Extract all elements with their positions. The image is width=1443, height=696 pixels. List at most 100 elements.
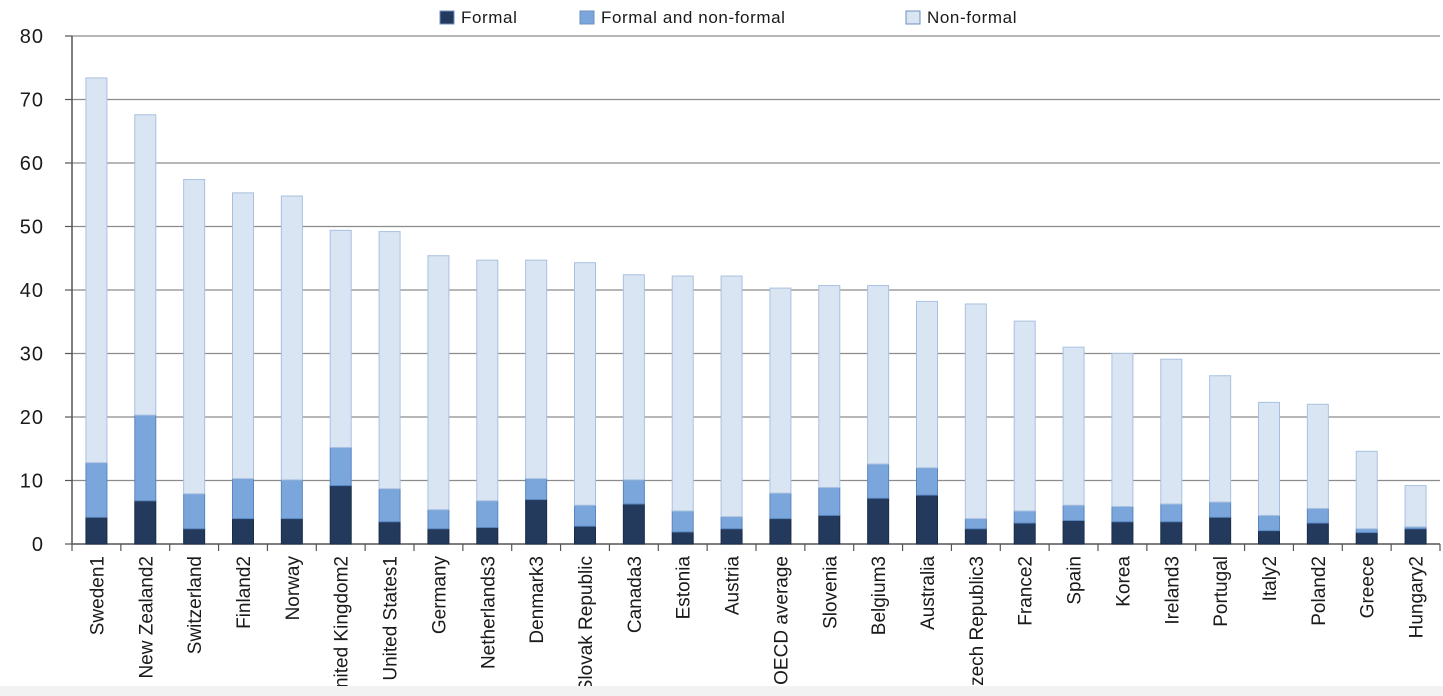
bar-segment-non-formal-10 [574,262,596,506]
bar-segment-formal-and-non-formal-15 [818,486,841,516]
bar-segment-formal-and-non-formal-2 [183,493,206,530]
x-tick-label: France2 [1016,556,1037,626]
x-tick-label: Portugal [1211,556,1232,627]
bar-segment-formal-and-non-formal-17 [916,467,938,496]
x-tick-label: United Kingdom2 [332,556,353,696]
bar-segment-formal-1 [134,500,157,545]
bar-segment-non-formal-23 [1209,375,1232,503]
bar-segment-formal-14 [769,518,792,545]
x-tick-label: Australia [918,556,939,630]
x-tick-label: Spain [1065,556,1086,605]
bar-segment-non-formal-22 [1160,358,1183,505]
legend-label-1: Formal and non-formal [601,8,786,27]
bar-segment-non-formal-21 [1111,353,1134,508]
bar-segment-formal-27 [1404,528,1427,545]
x-tick-label: OECD average [771,556,792,685]
bar-segment-formal-17 [916,494,938,545]
y-tick-label-40: 40 [20,280,44,302]
bar-segment-formal-and-non-formal-13 [720,516,743,530]
bar-segment-non-formal-11 [622,274,645,481]
bar-segment-formal-23 [1209,516,1232,545]
bar-segment-formal-and-non-formal-4 [280,479,303,520]
bar-segment-formal-4 [280,518,303,545]
x-tick-label: Germany [429,556,450,635]
legend-swatch-1 [579,10,595,25]
bar-segment-formal-24 [1258,530,1280,545]
bar-segment-non-formal-6 [378,231,401,490]
bar-segment-formal-and-non-formal-21 [1111,506,1134,523]
x-tick-label: Ireland3 [1162,556,1183,625]
legend: Formal Formal and non-formal Non-formal [439,8,1016,27]
x-tick-label: Canada3 [625,556,646,633]
bar-segment-formal-16 [867,497,890,545]
x-tick-label: Estonia [674,556,695,620]
bar-segment-formal-and-non-formal-23 [1209,501,1232,518]
bar-segment-formal-and-non-formal-25 [1306,507,1329,524]
x-tick-label: Greece [1358,556,1379,618]
bar-segment-formal-21 [1111,521,1134,545]
bar-segment-formal-2 [183,528,206,545]
bar-segment-non-formal-0 [85,77,108,464]
bar-segment-non-formal-4 [280,195,303,481]
bar-segment-formal-and-non-formal-1 [134,414,157,502]
bar-segment-formal-and-non-formal-5 [329,446,352,487]
bar-segment-non-formal-16 [867,285,890,465]
bar-segment-non-formal-25 [1306,403,1329,509]
bar-segment-non-formal-9 [525,259,548,480]
bar-segment-formal-3 [232,518,254,545]
bar-segment-non-formal-2 [183,179,206,495]
bar-segment-non-formal-3 [232,192,254,480]
y-tick-label-30: 30 [20,344,44,366]
x-tick-label: Slovenia [820,556,841,629]
bar-segment-non-formal-20 [1062,346,1085,506]
bar-segment-formal-7 [427,528,450,545]
bar-segment-formal-and-non-formal-10 [574,504,596,527]
bar-segment-formal-22 [1160,521,1183,545]
bar-segment-formal-20 [1062,520,1085,545]
bar-segment-formal-25 [1306,522,1329,545]
x-tick-label: Netherlands3 [478,556,499,669]
bar-segment-formal-13 [720,528,743,545]
x-tick-label: Finland2 [234,556,255,629]
y-tick-label-60: 60 [20,153,44,175]
window-bottom-edge [0,686,1443,696]
bars [85,77,1427,545]
legend-swatch-0 [439,10,455,25]
x-tick-label: Norway [283,556,304,621]
bar-segment-formal-and-non-formal-7 [427,509,450,530]
x-tick-label: Korea [1113,556,1134,607]
x-tick-label: New Zealand2 [136,556,157,679]
bar-segment-formal-5 [329,485,352,545]
bar-segment-formal-11 [622,503,645,545]
bar-segment-formal-and-non-formal-22 [1160,503,1183,523]
bar-segment-formal-and-non-formal-11 [622,479,645,505]
bar-segment-formal-0 [85,516,108,545]
y-tick-label-20: 20 [20,407,44,429]
bar-segment-non-formal-17 [916,300,938,469]
bar-segment-non-formal-5 [329,229,352,448]
bar-segment-formal-15 [818,514,841,545]
bar-segment-formal-12 [671,531,694,545]
bar-segment-formal-and-non-formal-3 [232,478,254,520]
y-tick-label-0: 0 [32,534,44,556]
legend-swatch-2 [905,10,921,25]
bar-segment-formal-10 [574,525,596,545]
y-tick-label-50: 50 [20,217,44,239]
x-tick-label: Czech Republic3 [967,556,988,696]
x-tick-label: Denmark3 [527,556,548,644]
bar-segment-formal-and-non-formal-16 [867,463,890,499]
bar-segment-formal-and-non-formal-8 [476,500,499,528]
bar-segment-formal-and-non-formal-0 [85,462,108,518]
bar-segment-non-formal-1 [134,114,157,416]
bar-segment-non-formal-19 [1013,320,1036,512]
bar-segment-formal-and-non-formal-19 [1013,510,1036,524]
bar-segment-non-formal-15 [818,285,841,488]
bar-segment-formal-and-non-formal-24 [1258,514,1280,532]
bar-segment-non-formal-8 [476,259,499,502]
bar-segment-formal-and-non-formal-9 [525,478,548,501]
x-tick-label: Hungary2 [1407,556,1428,638]
x-tick-label: Belgium3 [869,556,890,635]
bar-segment-formal-9 [525,499,548,545]
bar-segment-formal-and-non-formal-26 [1355,528,1378,534]
